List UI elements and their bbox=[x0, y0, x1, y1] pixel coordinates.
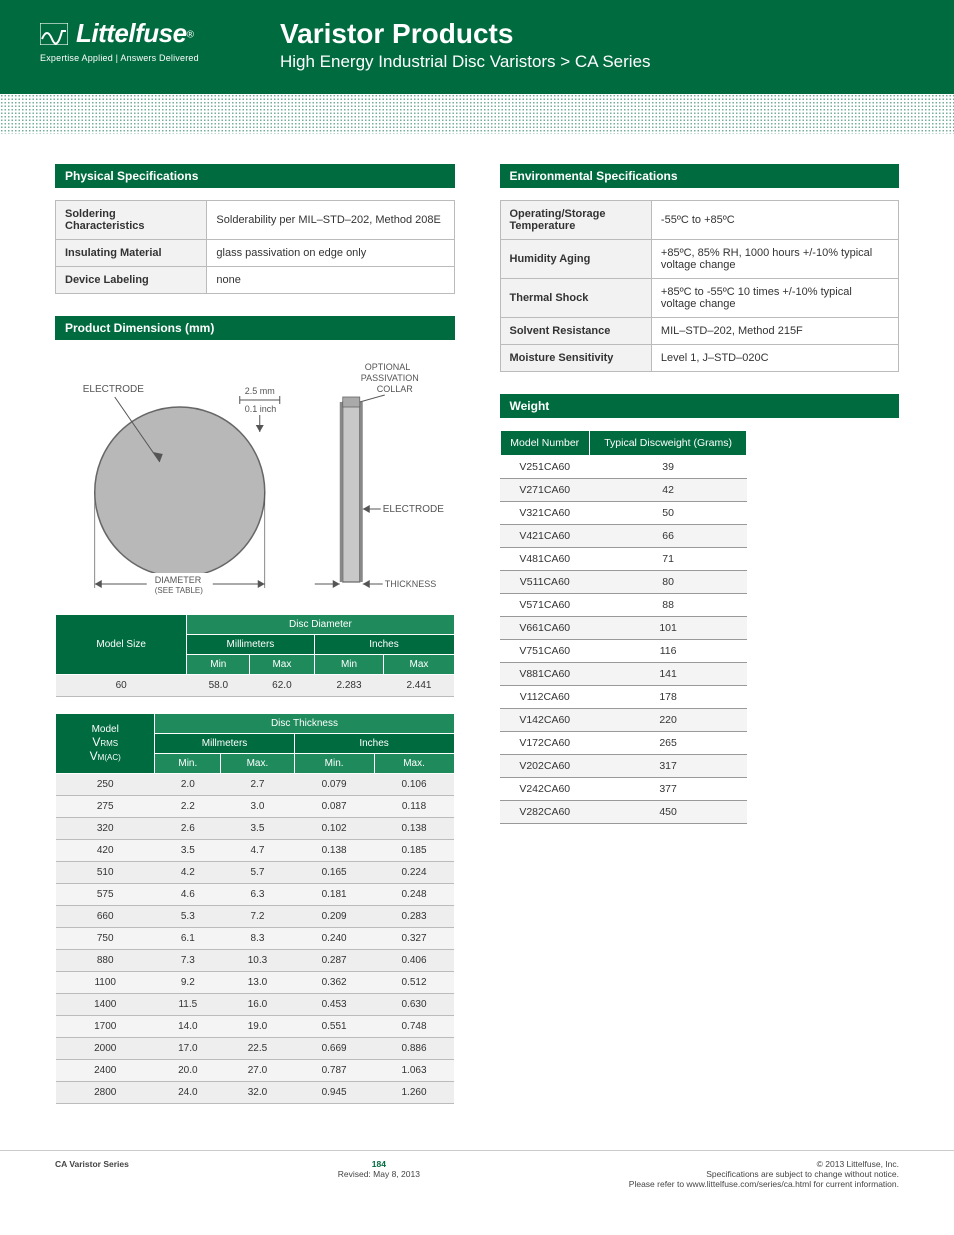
spec-row: Humidity Aging+85ºC, 85% RH, 1000 hours … bbox=[500, 240, 899, 279]
page-header: Littelfuse® Expertise Applied | Answers … bbox=[0, 0, 954, 94]
physical-specs-table: Soldering CharacteristicsSolderability p… bbox=[55, 200, 455, 294]
table-row: 140011.516.00.4530.630 bbox=[56, 994, 455, 1016]
spec-row: Thermal Shock+85ºC to -55ºC 10 times +/-… bbox=[500, 279, 899, 318]
spec-row: Moisture SensitivityLevel 1, J–STD–020C bbox=[500, 345, 899, 372]
table-row: 7506.18.30.2400.327 bbox=[56, 928, 455, 950]
environmental-specs-table: Operating/Storage Temperature-55ºC to +8… bbox=[500, 200, 900, 372]
table-row: V421CA6066 bbox=[500, 525, 747, 548]
svg-text:OPTIONAL: OPTIONAL bbox=[365, 362, 411, 372]
table-row: V172CA60265 bbox=[500, 732, 747, 755]
svg-text:ELECTRODE: ELECTRODE bbox=[383, 504, 444, 515]
spec-row: Operating/Storage Temperature-55ºC to +8… bbox=[500, 201, 899, 240]
table-row: 6605.37.20.2090.283 bbox=[56, 906, 455, 928]
table-row: V881CA60141 bbox=[500, 663, 747, 686]
dimensions-diagram: ELECTRODE 2.5 mm 0.1 inch OPTIONAL PASSI… bbox=[55, 352, 455, 602]
footer-center: 184 Revised: May 8, 2013 bbox=[338, 1159, 420, 1189]
table-row: V202CA60317 bbox=[500, 755, 747, 778]
svg-text:DIAMETER: DIAMETER bbox=[155, 575, 202, 585]
right-column: Environmental Specifications Operating/S… bbox=[500, 164, 900, 1120]
svg-text:PASSIVATION: PASSIVATION bbox=[361, 373, 419, 383]
weight-table: Model Number Typical Discweight (Grams) … bbox=[500, 430, 748, 824]
table-row: V571CA6088 bbox=[500, 594, 747, 617]
spec-row: Device Labelingnone bbox=[56, 267, 455, 294]
title-block: Varistor Products High Energy Industrial… bbox=[280, 18, 914, 72]
disc-thickness-table: Model VRMS VM(AC) Disc Thickness Millmet… bbox=[55, 713, 455, 1104]
spec-row: Soldering CharacteristicsSolderability p… bbox=[56, 201, 455, 240]
footer-right: © 2013 Littelfuse, Inc. Specifications a… bbox=[629, 1159, 899, 1189]
left-column: Physical Specifications Soldering Charac… bbox=[55, 164, 455, 1120]
spec-row: Solvent ResistanceMIL–STD–202, Method 21… bbox=[500, 318, 899, 345]
table-row: 240020.027.00.7871.063 bbox=[56, 1060, 455, 1082]
table-row: 200017.022.50.6690.886 bbox=[56, 1038, 455, 1060]
table-row: 280024.032.00.9451.260 bbox=[56, 1082, 455, 1104]
content-area: Physical Specifications Soldering Charac… bbox=[0, 164, 954, 1150]
svg-text:2.5 mm: 2.5 mm bbox=[245, 386, 275, 396]
table-row: 5104.25.70.1650.224 bbox=[56, 862, 455, 884]
weight-header: Weight bbox=[500, 394, 900, 418]
brand-block: Littelfuse® Expertise Applied | Answers … bbox=[40, 18, 280, 63]
table-row: V242CA60377 bbox=[500, 778, 747, 801]
dotted-divider bbox=[0, 94, 954, 134]
electrode-label: ELECTRODE bbox=[83, 384, 144, 395]
spec-row: Insulating Materialglass passivation on … bbox=[56, 240, 455, 267]
table-row: V321CA6050 bbox=[500, 502, 747, 525]
table-row: V282CA60450 bbox=[500, 801, 747, 824]
thickness-model-header: Model VRMS VM(AC) bbox=[56, 714, 155, 774]
brand-tagline: Expertise Applied | Answers Delivered bbox=[40, 53, 280, 63]
page-subtitle: High Energy Industrial Disc Varistors > … bbox=[280, 52, 914, 72]
table-row: V751CA60116 bbox=[500, 640, 747, 663]
table-row: V511CA6080 bbox=[500, 571, 747, 594]
brand-wave-icon bbox=[40, 23, 68, 45]
brand-name: Littelfuse® bbox=[76, 18, 194, 49]
physical-specs-header: Physical Specifications bbox=[55, 164, 455, 188]
table-row: 11009.213.00.3620.512 bbox=[56, 972, 455, 994]
table-row: 2502.02.70.0790.106 bbox=[56, 774, 455, 796]
svg-text:COLLAR: COLLAR bbox=[377, 384, 414, 394]
table-row: V251CA6039 bbox=[500, 456, 747, 479]
table-row: 3202.63.50.1020.138 bbox=[56, 818, 455, 840]
table-row: V142CA60220 bbox=[500, 709, 747, 732]
environmental-specs-header: Environmental Specifications bbox=[500, 164, 900, 188]
table-row: 2752.23.00.0870.118 bbox=[56, 796, 455, 818]
table-row: 4203.54.70.1380.185 bbox=[56, 840, 455, 862]
svg-text:0.1 inch: 0.1 inch bbox=[245, 404, 277, 414]
table-row: V112CA60178 bbox=[500, 686, 747, 709]
footer-left: CA Varistor Series bbox=[55, 1159, 129, 1189]
table-row: V271CA6042 bbox=[500, 479, 747, 502]
table-row: V661CA60101 bbox=[500, 617, 747, 640]
disc-diameter-table: Model Size Disc Diameter Millimeters Inc… bbox=[55, 614, 455, 697]
table-row: 6058.062.02.2832.441 bbox=[56, 675, 455, 697]
table-row: 5754.66.30.1810.248 bbox=[56, 884, 455, 906]
table-row: V481CA6071 bbox=[500, 548, 747, 571]
svg-text:THICKNESS: THICKNESS bbox=[385, 579, 437, 589]
product-dimensions-header: Product Dimensions (mm) bbox=[55, 316, 455, 340]
table-row: 170014.019.00.5510.748 bbox=[56, 1016, 455, 1038]
svg-text:(SEE TABLE): (SEE TABLE) bbox=[155, 586, 204, 595]
page-footer: CA Varistor Series 184 Revised: May 8, 2… bbox=[0, 1150, 954, 1219]
table-row: 8807.310.30.2870.406 bbox=[56, 950, 455, 972]
page-title: Varistor Products bbox=[280, 18, 914, 50]
